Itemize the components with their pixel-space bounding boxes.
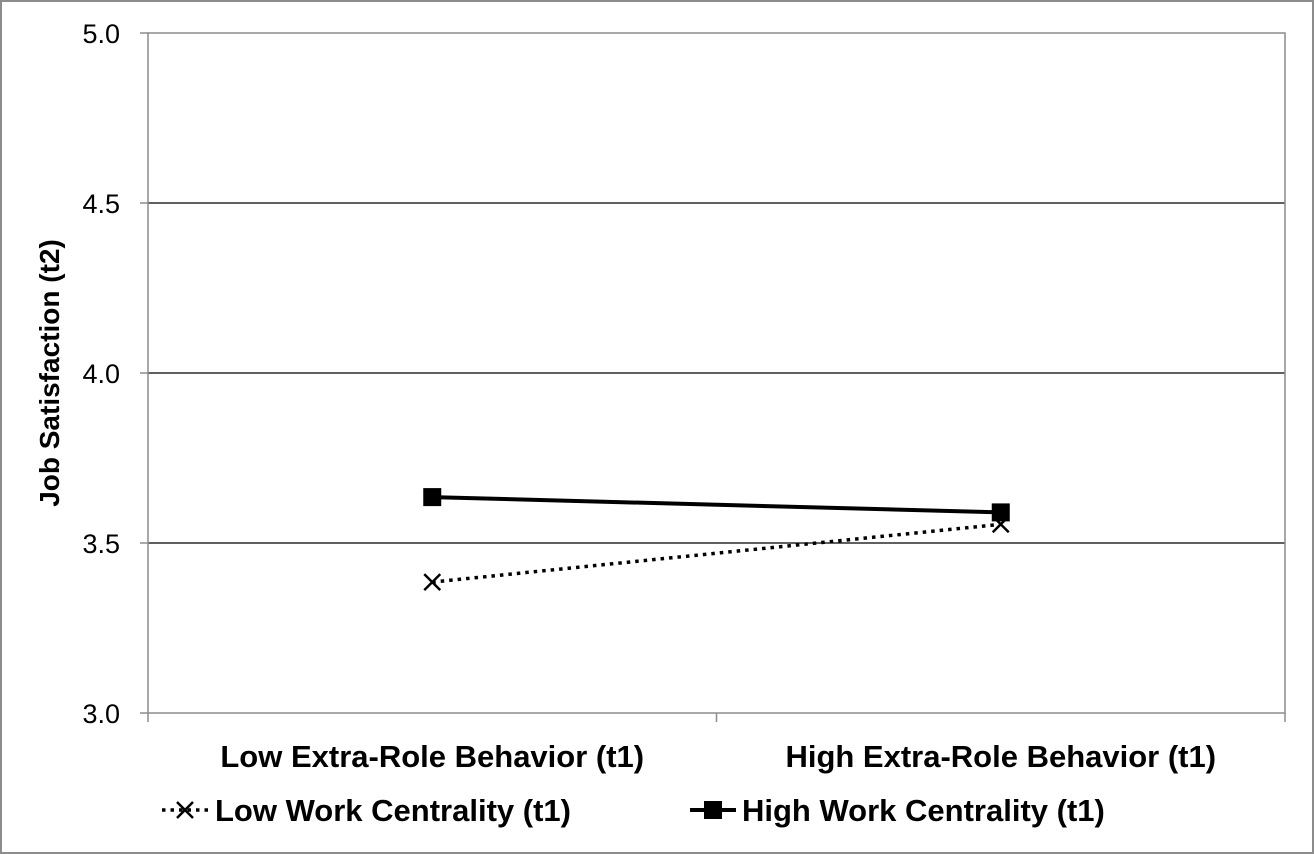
y-tick-label: 5.0	[82, 19, 120, 49]
x-tick-labels: Low Extra-Role Behavior (t1) High Extra-R…	[220, 739, 1216, 774]
series-line	[432, 495, 1001, 515]
legend: Low Work Centrality (t1) High Work Centra…	[162, 793, 1105, 828]
legend-label: Low Work Centrality (t1)	[215, 793, 571, 828]
grid-layer	[148, 202, 1285, 544]
legend-item: Low Work Centrality (t1)	[162, 793, 571, 828]
legend-item: High Work Centrality (t1)	[690, 793, 1105, 828]
series-high-work-centrality	[423, 488, 1010, 522]
legend-label: High Work Centrality (t1)	[742, 793, 1105, 828]
y-tick-labels: 3.0 3.5 4.0 4.5 5.0	[82, 19, 120, 729]
data-point-square	[704, 801, 722, 819]
series-layer	[423, 488, 1010, 591]
tick-layer	[140, 32, 1286, 722]
y-tick-label: 4.0	[82, 359, 120, 389]
y-tick-label: 4.5	[82, 189, 120, 219]
x-tick-label: Low Extra-Role Behavior (t1)	[220, 739, 644, 774]
series-line	[432, 522, 1001, 584]
data-point-square	[423, 488, 442, 507]
data-point-x	[423, 573, 442, 591]
y-tick-label: 3.0	[82, 699, 120, 729]
y-axis-label: Job Satisfaction (t2)	[34, 239, 65, 507]
data-point-square	[991, 503, 1010, 522]
data-point-x	[176, 801, 194, 819]
x-tick-label: High Extra-Role Behavior (t1)	[785, 739, 1216, 774]
y-tick-label: 3.5	[82, 529, 120, 559]
